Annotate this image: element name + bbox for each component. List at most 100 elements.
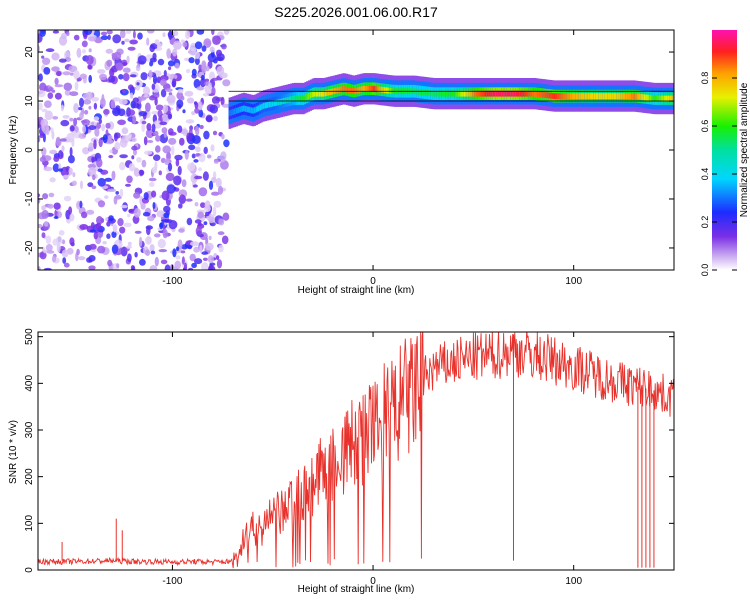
noise-blob (93, 102, 98, 110)
ridge-cell (481, 90, 484, 97)
noise-blob (145, 128, 154, 139)
ridge-cell (362, 86, 365, 92)
noise-blob (58, 58, 67, 63)
noise-blob (120, 30, 126, 39)
ridge-cell (647, 94, 650, 101)
ridge-cell (374, 86, 378, 92)
noise-blob (127, 241, 132, 246)
noise-blob (223, 30, 230, 35)
noise-blob (177, 165, 182, 176)
noise-blob (87, 182, 94, 188)
noise-blob (126, 55, 130, 64)
ridge-cell (228, 110, 231, 117)
noise-blob (138, 111, 148, 117)
noise-blob (197, 211, 204, 219)
noise-blob (58, 35, 68, 46)
noise-blob (175, 255, 181, 260)
noise-blob (154, 97, 158, 106)
noise-blob (88, 74, 92, 83)
noise-blob (170, 145, 175, 156)
noise-blob (156, 76, 162, 84)
noise-blob (185, 198, 193, 202)
noise-blob (163, 212, 170, 218)
noise-blob (147, 215, 155, 222)
noise-blob (67, 155, 75, 164)
x-tick-label: 0 (370, 276, 376, 287)
ridge-cell (645, 94, 648, 101)
ridge-cell (530, 90, 533, 97)
colorbar: 0.0 0.2 0.4 0.6 0.8 Normalized spectral ampl… (700, 30, 750, 276)
ridge-cell (232, 109, 235, 115)
noise-blob (180, 250, 186, 254)
noise-blob (47, 92, 54, 99)
noise-blob (76, 47, 82, 58)
ridge-cell (573, 93, 576, 100)
noise-blob (213, 159, 219, 164)
noise-blob (53, 216, 59, 219)
noise-blob (172, 30, 179, 36)
ridge-cell (329, 89, 332, 95)
ridge-cell (290, 96, 293, 103)
ridge-cell (315, 90, 318, 97)
noise-blob (196, 30, 205, 35)
noise-blob (191, 262, 198, 268)
noise-blob (125, 30, 132, 35)
ridge-cell (602, 93, 605, 100)
noise-blob (208, 180, 214, 190)
ridge-cell (598, 93, 601, 100)
ridge-cell (291, 95, 294, 102)
ridge-cell (373, 85, 376, 92)
ridge-cell (268, 101, 271, 108)
noise-blob (201, 63, 207, 74)
noise-blob (201, 251, 208, 255)
noise-blob (105, 48, 114, 54)
noise-blob (221, 235, 229, 245)
noise-blob (88, 105, 92, 110)
noise-blob (209, 104, 218, 114)
noise-blob (43, 166, 53, 172)
noise-blob (158, 170, 162, 176)
noise-blob (79, 73, 87, 80)
noise-blob (145, 236, 152, 245)
ridge-cell (378, 86, 381, 93)
noise-blob (217, 185, 224, 195)
x-tick-label: -100 (162, 276, 182, 287)
colorbar-gradient (712, 30, 737, 270)
noise-blob (182, 109, 186, 114)
noise-blob (181, 96, 185, 101)
noise-blob (195, 226, 202, 237)
noise-blob (108, 75, 116, 83)
noise-blob (132, 30, 136, 39)
ridge-cell (346, 86, 349, 93)
noise-blob (198, 167, 202, 172)
noise-blob (55, 136, 61, 147)
noise-blob (188, 144, 196, 151)
noise-blob (86, 209, 95, 215)
noise-blob (93, 116, 100, 121)
y-tick-label: -20 (24, 240, 35, 255)
noise-blob (167, 60, 175, 67)
noise-blob (168, 66, 172, 71)
noise-blob (204, 78, 210, 83)
ridge-cell (634, 93, 638, 100)
noise-blob (102, 134, 108, 144)
noise-blob (193, 246, 200, 253)
ridge-cell (582, 93, 585, 100)
noise-blob (213, 200, 222, 208)
snr-axes: -100 0 100 0 100 200 300 400 500 (24, 328, 674, 587)
noise-blob (88, 265, 96, 270)
ridge-cell (555, 93, 558, 100)
noise-blob (126, 175, 133, 184)
noise-blob (54, 92, 62, 100)
ridge-cell (448, 90, 452, 97)
ridge-cell (253, 107, 257, 114)
noise-blob (62, 115, 70, 119)
noise-blob (120, 204, 128, 209)
ridge-cell (262, 102, 266, 109)
ridge-cell (309, 92, 313, 99)
noise-blob (160, 219, 170, 223)
ridge-cell (235, 107, 238, 114)
noise-blob (145, 102, 151, 112)
colorbar-tick-label: 0.8 (700, 72, 710, 85)
noise-blob (221, 133, 225, 140)
